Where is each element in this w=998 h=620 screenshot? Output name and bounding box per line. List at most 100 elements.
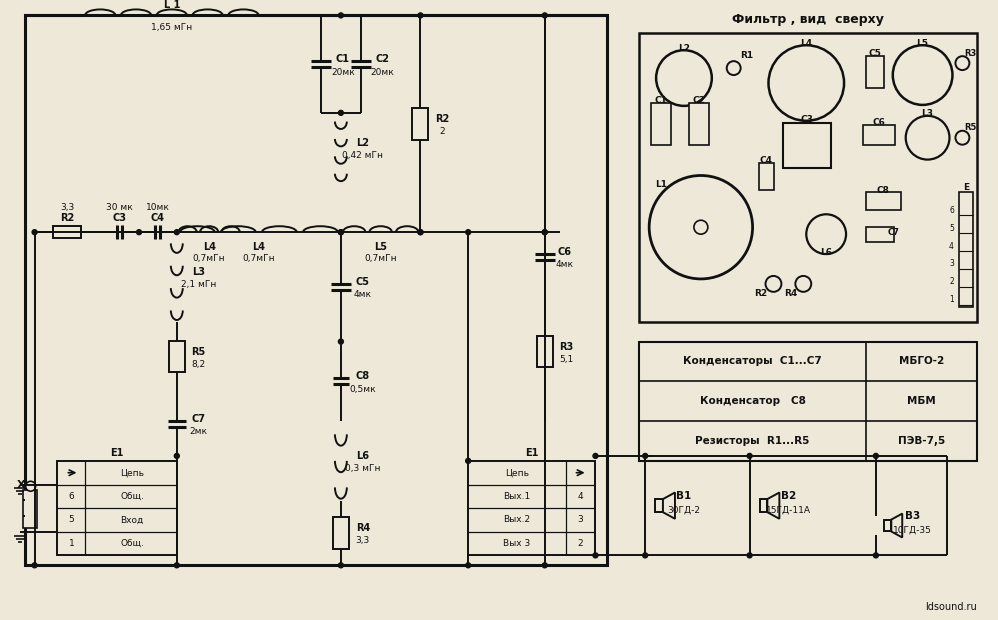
Text: 5: 5: [69, 515, 74, 525]
Text: R4: R4: [355, 523, 370, 533]
Bar: [959, 192, 973, 307]
Text: X: X: [16, 479, 25, 490]
Bar: [651, 103, 671, 144]
Text: E1: E1: [525, 448, 539, 458]
Bar: [53, 226, 81, 238]
Text: L4: L4: [252, 242, 265, 252]
Circle shape: [768, 45, 844, 121]
Text: 4мк: 4мк: [556, 260, 574, 270]
Text: L5: L5: [916, 38, 928, 48]
Text: 0,5мк: 0,5мк: [349, 385, 376, 394]
Circle shape: [765, 276, 781, 292]
Circle shape: [338, 110, 343, 115]
Text: L5: L5: [374, 242, 387, 252]
Circle shape: [466, 229, 471, 234]
Text: C6: C6: [872, 118, 885, 127]
Text: C2: C2: [375, 54, 389, 64]
Circle shape: [418, 13, 423, 18]
Text: Конденсатор   С8: Конденсатор С8: [700, 396, 805, 406]
Circle shape: [748, 553, 752, 558]
Text: Общ.: Общ.: [120, 539, 144, 548]
Text: 0,7мГн: 0,7мГн: [243, 254, 275, 262]
Text: Вых.1: Вых.1: [503, 492, 531, 501]
Bar: [468, 461, 596, 556]
Bar: [866, 56, 884, 88]
Circle shape: [338, 229, 343, 234]
Text: L2: L2: [356, 138, 369, 148]
Text: C2: C2: [693, 97, 706, 105]
Circle shape: [873, 453, 878, 458]
Circle shape: [175, 453, 180, 458]
Circle shape: [643, 553, 648, 558]
Text: C7: C7: [888, 228, 900, 237]
Text: R5: R5: [192, 347, 206, 356]
Circle shape: [643, 453, 648, 458]
Text: C3: C3: [800, 115, 813, 124]
Circle shape: [338, 13, 343, 18]
Text: 3,3: 3,3: [60, 203, 74, 212]
Circle shape: [906, 116, 949, 159]
Text: R4: R4: [783, 290, 797, 298]
Circle shape: [466, 458, 471, 463]
Bar: [23, 490, 37, 528]
Text: L 1: L 1: [164, 1, 180, 11]
Text: 2,1 мГн: 2,1 мГн: [181, 280, 217, 290]
Text: R2: R2: [753, 290, 767, 298]
Text: 4: 4: [949, 242, 954, 250]
Text: 2: 2: [578, 539, 584, 548]
Text: 30 мк: 30 мк: [106, 203, 133, 212]
Bar: [639, 342, 977, 461]
Text: L1: L1: [655, 180, 667, 189]
Text: 6: 6: [69, 492, 74, 501]
Text: 0,42 мГн: 0,42 мГн: [342, 151, 383, 160]
Bar: [639, 33, 977, 322]
Circle shape: [418, 229, 423, 234]
Text: C8: C8: [876, 186, 889, 195]
Circle shape: [175, 229, 180, 234]
Circle shape: [873, 553, 878, 558]
Text: Вых 3: Вых 3: [503, 539, 531, 548]
Text: 2: 2: [949, 277, 954, 286]
Text: 1,65 мГн: 1,65 мГн: [152, 23, 193, 32]
Bar: [58, 461, 177, 556]
Text: 10ГД-35: 10ГД-35: [893, 526, 932, 535]
Text: 6: 6: [949, 206, 954, 215]
Circle shape: [338, 339, 343, 344]
Circle shape: [32, 563, 37, 568]
Circle shape: [795, 276, 811, 292]
Polygon shape: [663, 492, 675, 519]
Circle shape: [466, 563, 471, 568]
Circle shape: [175, 563, 180, 568]
Circle shape: [542, 13, 547, 18]
Circle shape: [748, 453, 752, 458]
Circle shape: [649, 175, 752, 279]
Text: Вход: Вход: [121, 515, 144, 525]
Text: 10мк: 10мк: [146, 203, 170, 212]
Text: B2: B2: [780, 490, 796, 501]
Text: МБГО-2: МБГО-2: [899, 356, 944, 366]
Bar: [758, 162, 774, 190]
Text: R3: R3: [560, 342, 574, 352]
Text: МБМ: МБМ: [907, 396, 936, 406]
Text: 20мк: 20мк: [331, 68, 354, 77]
Circle shape: [893, 45, 952, 105]
Text: C3: C3: [112, 213, 126, 223]
Circle shape: [542, 563, 547, 568]
Bar: [783, 123, 831, 167]
Text: 15ГД-11А: 15ГД-11А: [765, 506, 811, 515]
Bar: [863, 125, 895, 144]
Circle shape: [32, 229, 37, 234]
Text: Резисторы  R1...R5: Резисторы R1...R5: [696, 436, 809, 446]
Text: 0,3 мГн: 0,3 мГн: [345, 464, 380, 473]
Text: Вых.2: Вых.2: [503, 515, 531, 525]
Text: 1: 1: [949, 295, 954, 304]
Text: C1: C1: [336, 54, 350, 64]
Text: 1: 1: [69, 539, 74, 548]
Text: L4: L4: [800, 38, 812, 48]
Text: R3: R3: [964, 49, 976, 58]
Text: 3,3: 3,3: [355, 536, 370, 546]
Text: 0,7мГн: 0,7мГн: [193, 254, 226, 262]
Circle shape: [694, 220, 708, 234]
Text: Фильтр , вид  сверху: Фильтр , вид сверху: [733, 13, 884, 26]
Text: 8,2: 8,2: [192, 360, 206, 369]
